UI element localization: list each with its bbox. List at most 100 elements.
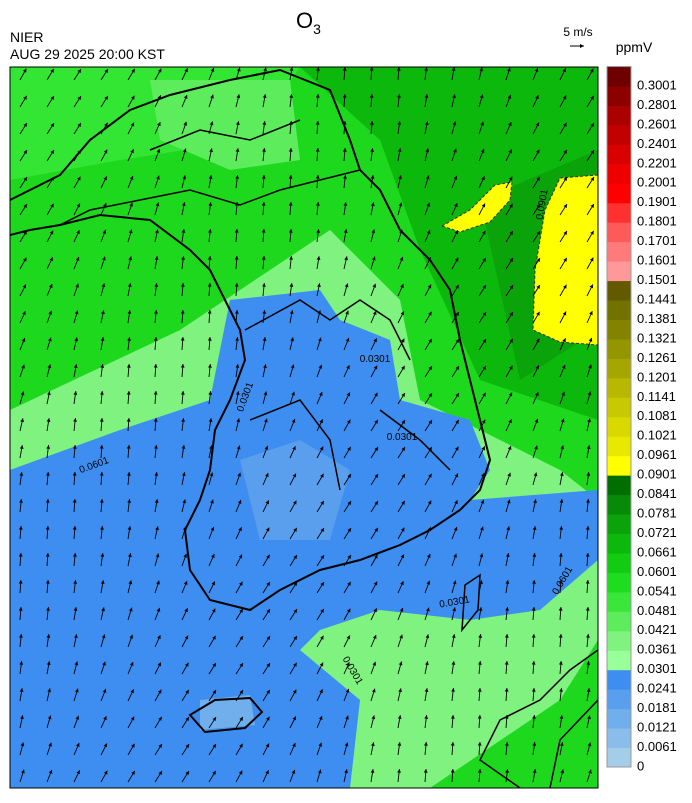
wind-arrow-head bbox=[401, 392, 405, 397]
wind-arrow-head bbox=[480, 526, 484, 531]
wind-arrow-head bbox=[455, 419, 459, 424]
wind-arrow-head bbox=[21, 364, 25, 369]
wind-arrow-head bbox=[370, 175, 375, 179]
wind-arrow-head bbox=[535, 95, 539, 100]
wind-arrow-head bbox=[558, 553, 563, 557]
wind-arrow-head bbox=[155, 229, 159, 234]
wind-arrow-head bbox=[399, 634, 403, 639]
wind-arrow-head bbox=[20, 418, 24, 423]
wind-arrow-head bbox=[424, 121, 429, 126]
wind-arrow-head bbox=[23, 122, 27, 127]
wind-arrow-head bbox=[400, 527, 405, 532]
wind-arrow-head bbox=[347, 446, 351, 451]
wind-arrow-head bbox=[209, 148, 213, 153]
wind-arrow-head bbox=[452, 121, 457, 126]
wind-arrow-head bbox=[19, 661, 24, 665]
wind-arrow-head bbox=[400, 581, 404, 586]
wind-arrow-head bbox=[318, 392, 323, 397]
wind-arrow-head bbox=[18, 553, 23, 557]
wind-arrow-head bbox=[75, 688, 79, 693]
wind-arrow-head bbox=[266, 554, 270, 559]
wind-arrow-head bbox=[20, 391, 25, 396]
wind-arrow-head bbox=[532, 742, 537, 746]
wind-arrow-head bbox=[131, 770, 135, 775]
wind-arrow-head bbox=[558, 607, 563, 611]
wind-arrow-head bbox=[100, 364, 105, 368]
wind-arrow-head bbox=[235, 337, 239, 341]
colorbar-swatch bbox=[607, 669, 631, 690]
wind-arrow-head bbox=[450, 742, 455, 746]
colorbar-swatch bbox=[607, 105, 631, 126]
colorbar-label: 0.0781 bbox=[637, 505, 677, 520]
wind-arrow-head bbox=[154, 310, 158, 314]
wind-arrow-head bbox=[374, 392, 378, 397]
wind-arrow-head bbox=[481, 203, 486, 208]
colorbar-swatch bbox=[607, 572, 631, 593]
wind-arrow-head bbox=[478, 661, 482, 665]
wind-arrow-head bbox=[210, 499, 214, 504]
wind-arrow-head bbox=[343, 229, 348, 234]
colorbar-label: 0.0181 bbox=[637, 700, 677, 715]
wind-arrow-head bbox=[157, 122, 161, 127]
wind-arrow-head bbox=[212, 690, 216, 695]
wind-arrow-head bbox=[480, 148, 485, 153]
wind-arrow-head bbox=[320, 555, 325, 560]
wind-arrow-head bbox=[181, 256, 186, 260]
title-subscript: 3 bbox=[313, 21, 321, 37]
colorbar-label: 0.1201 bbox=[637, 369, 677, 384]
wind-arrow-head bbox=[373, 365, 378, 370]
wind-arrow-head bbox=[370, 202, 375, 207]
wind-arrow-head bbox=[319, 689, 323, 694]
colorbar-swatch bbox=[607, 630, 631, 651]
wind-arrow-head bbox=[347, 581, 351, 586]
wind-arrow-head bbox=[536, 258, 540, 263]
colorbar-label: 0.0241 bbox=[637, 681, 677, 696]
wind-arrow-head bbox=[343, 175, 347, 179]
wind-arrow-head bbox=[291, 769, 296, 774]
contour-label: 0.0901 bbox=[534, 188, 550, 220]
wind-arrow-head bbox=[560, 418, 565, 423]
wind-arrow-head bbox=[156, 580, 160, 585]
wind-arrow-head bbox=[239, 663, 244, 668]
wind-arrow-head bbox=[293, 662, 297, 667]
wind-arrow-head bbox=[507, 67, 511, 72]
wind-arrow-head bbox=[47, 337, 52, 342]
wind-arrow-head bbox=[397, 148, 402, 152]
wind-arrow-head bbox=[50, 96, 54, 101]
wind-arrow-head bbox=[239, 636, 243, 640]
wind-arrow-head bbox=[315, 94, 320, 98]
wind-arrow-head bbox=[399, 256, 404, 261]
wind-arrow-head bbox=[183, 94, 188, 99]
colorbar-label: 0.2201 bbox=[637, 155, 677, 170]
wind-arrow-head bbox=[180, 283, 185, 287]
wind-arrow-head bbox=[126, 445, 131, 449]
wind-arrow-head bbox=[209, 472, 214, 477]
colorbar-swatch bbox=[607, 397, 631, 418]
wind-arrow-head bbox=[49, 257, 53, 262]
wind-arrow-head bbox=[128, 607, 133, 612]
wind-arrow-head bbox=[590, 230, 594, 235]
wind-arrow-head bbox=[22, 68, 27, 73]
wind-arrow-head bbox=[587, 742, 592, 747]
wind-arrow-head bbox=[266, 636, 271, 641]
wind-arrow-head bbox=[482, 312, 487, 317]
wind-arrow-head bbox=[559, 688, 564, 692]
wind-arrow-head bbox=[531, 688, 536, 692]
wind-arrow-head bbox=[426, 230, 431, 234]
wind-arrow-head bbox=[346, 635, 350, 640]
wind-arrow-head bbox=[372, 283, 377, 288]
colorbar-label: 0.0541 bbox=[637, 583, 677, 598]
colorbar-label: 0.1141 bbox=[637, 389, 676, 404]
colorbar-label: 0.2401 bbox=[637, 136, 677, 151]
wind-arrow-head bbox=[72, 445, 77, 449]
title: O3 bbox=[296, 8, 321, 37]
wind-arrow-head bbox=[50, 123, 55, 128]
colorbar-swatch bbox=[607, 183, 631, 204]
wind-arrow-head bbox=[181, 202, 186, 207]
wind-arrow-head bbox=[504, 634, 509, 638]
colorbar: 0 0.0061 0.0121 0.0181 0.0241 0.0301 0.0361 0.0… bbox=[606, 66, 677, 773]
wind-arrow-head bbox=[184, 68, 188, 73]
wind-arrow-head bbox=[184, 608, 188, 613]
wind-arrow-head bbox=[101, 310, 105, 315]
wind-arrow-head bbox=[185, 744, 190, 749]
